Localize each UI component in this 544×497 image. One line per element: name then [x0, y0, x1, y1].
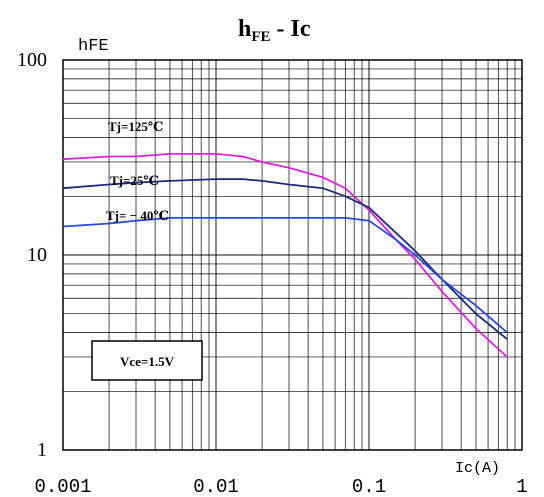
- y-axis-label: hFE: [78, 37, 109, 56]
- y-tick-label: 10: [27, 244, 47, 266]
- y-tick-labels: 1 10 100: [17, 49, 47, 461]
- grid: [62, 59, 523, 451]
- x-tick-label: 0.01: [193, 476, 239, 497]
- series-label-1: Tj=25℃: [110, 173, 159, 188]
- x-tick-label: 0.1: [352, 476, 386, 497]
- vce-annotation: Vce=1.5V: [91, 340, 203, 381]
- y-tick-label: 1: [37, 439, 47, 461]
- series-group: [62, 152, 508, 358]
- plot-frame: [62, 59, 523, 451]
- series-label-2: Tj= − 40℃: [106, 208, 169, 223]
- x-tick-labels: 0.001 0.01 0.1 1: [34, 476, 527, 497]
- chart-title: hFE - Ic: [238, 16, 311, 45]
- series-line-1: [62, 178, 508, 340]
- series-labels: Tj=125℃ Tj=25℃ Tj= − 40℃: [106, 119, 169, 223]
- y-tick-label: 100: [17, 49, 47, 71]
- series-label-0: Tj=125℃: [108, 119, 164, 134]
- annotation-text: Vce=1.5V: [120, 354, 175, 369]
- x-tick-label: 1: [516, 476, 527, 497]
- series-line-2: [62, 216, 508, 334]
- annotation-box: [91, 340, 203, 381]
- series-line-0: [62, 152, 508, 358]
- x-tick-label: 0.001: [34, 476, 91, 497]
- x-axis-label: Ic(A): [455, 460, 500, 477]
